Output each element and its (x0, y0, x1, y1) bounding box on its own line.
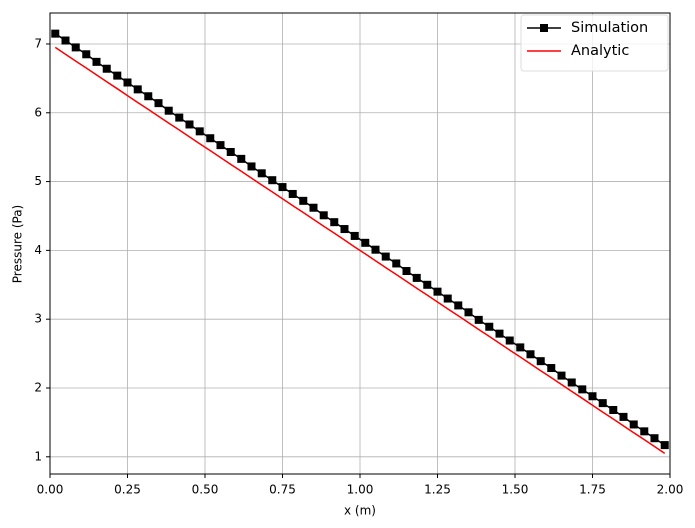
axes-frame (49, 12, 671, 475)
marker (629, 420, 638, 429)
marker (402, 267, 411, 276)
y-tick-label: 3 (34, 312, 42, 326)
marker (485, 322, 494, 331)
marker (464, 308, 473, 317)
marker (237, 154, 246, 163)
marker (268, 176, 277, 185)
marker (51, 29, 60, 38)
x-tick-label: 1.75 (579, 483, 606, 497)
marker (536, 357, 545, 366)
y-tick-label: 5 (34, 174, 42, 188)
marker (433, 287, 442, 296)
y-tick-label: 7 (34, 36, 42, 50)
marker (216, 141, 225, 150)
marker (660, 441, 669, 450)
marker (598, 399, 607, 408)
x-tick-label: 0.50 (192, 483, 219, 497)
marker (164, 106, 173, 115)
x-tick-label: 0.00 (37, 483, 64, 497)
marker (278, 183, 287, 192)
marker (144, 92, 153, 101)
marker (505, 336, 514, 345)
y-tick-label: 4 (34, 243, 42, 257)
marker (71, 43, 80, 52)
marker (423, 280, 432, 289)
y-tick-label: 2 (34, 380, 42, 394)
x-axis-label: x (m) (344, 504, 376, 518)
series-line (54, 46, 666, 454)
marker (619, 412, 628, 421)
y-tick-label: 1 (34, 449, 42, 463)
marker (392, 259, 401, 268)
marker (299, 196, 308, 205)
legend-marker (540, 24, 548, 32)
marker (92, 57, 101, 66)
marker (133, 85, 142, 94)
marker (578, 385, 587, 394)
marker (319, 211, 328, 220)
legend-label: Simulation (571, 20, 648, 36)
marker (247, 162, 256, 171)
y-axis-label: Pressure (Pa) (11, 205, 25, 283)
marker (412, 273, 421, 282)
marker (609, 406, 618, 415)
marker (350, 231, 359, 240)
marker (567, 378, 576, 387)
x-tick-label: 1.00 (347, 483, 374, 497)
marker (288, 189, 297, 198)
marker (340, 225, 349, 234)
x-tick-label: 0.75 (269, 483, 296, 497)
marker (516, 343, 525, 352)
marker (454, 301, 463, 310)
marker (195, 127, 204, 136)
marker (226, 147, 235, 156)
marker (61, 36, 70, 45)
marker (361, 238, 370, 247)
marker (650, 434, 659, 443)
marker (495, 329, 504, 338)
marker (371, 245, 380, 254)
marker (257, 169, 266, 178)
marker (443, 294, 452, 303)
legend-label: Analytic (571, 43, 629, 59)
marker (82, 50, 91, 59)
marker (557, 371, 566, 380)
marker (381, 252, 390, 261)
marker (185, 120, 194, 129)
marker (123, 78, 132, 87)
marker (640, 427, 649, 436)
marker (526, 350, 535, 359)
marker (330, 218, 339, 227)
x-tick-label: 1.50 (502, 483, 529, 497)
marker (154, 99, 163, 108)
marker (474, 315, 483, 324)
x-tick-label: 1.25 (424, 483, 451, 497)
marker (206, 134, 215, 143)
y-tick-label: 6 (34, 105, 42, 119)
marker (175, 113, 184, 122)
marker (113, 71, 122, 80)
marker (102, 64, 111, 73)
legend-box (520, 14, 669, 72)
x-tick-label: 2.00 (657, 483, 684, 497)
x-tick-label: 0.25 (114, 483, 141, 497)
marker (309, 203, 318, 212)
marker (588, 392, 597, 401)
marker (547, 364, 556, 373)
